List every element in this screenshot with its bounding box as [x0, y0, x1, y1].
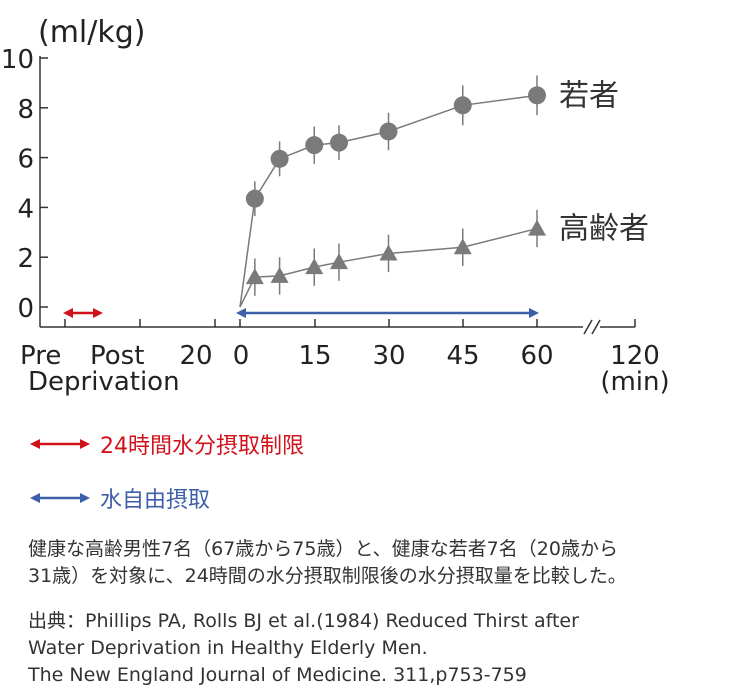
legend-free-label: 水自由摂取: [100, 488, 211, 513]
caption-line-1: 健康な高齢男性7名（67歳から75歳）と、健康な若者7名（20歳から: [28, 538, 618, 560]
x-tick-label: Pre: [20, 341, 61, 371]
data-point-young: [379, 122, 398, 141]
legend-free: 水自由摂取: [30, 482, 210, 514]
y-axis-label: (ml/kg): [38, 15, 146, 50]
x-tick-label: 0: [233, 341, 250, 371]
y-tick-label: 8: [17, 95, 34, 125]
axis-break-mark: [591, 319, 601, 335]
axis-break-mark: [583, 319, 593, 335]
x-tick-label: 60: [520, 341, 553, 371]
data-point-elderly: [330, 253, 348, 270]
x-group-label: Deprivation: [28, 367, 180, 397]
y-tick-label: 0: [17, 294, 34, 324]
data-point-young: [270, 149, 289, 168]
intake-chart: (ml/kg) 0 2 4 6 8 10 Pre Post 20 0 15 30 45 60 120 Depr…: [1, 15, 670, 397]
data-point-young: [305, 136, 324, 155]
blue-double-arrow-icon: [30, 493, 90, 503]
restriction-arrow-head-right: [93, 308, 103, 318]
series-label-elderly: 高齢者: [559, 212, 649, 247]
data-point-elderly: [379, 244, 398, 261]
data-point-elderly: [305, 258, 324, 275]
caption-line-2: 31歳）を対象に、24時間の水分摂取制限後の水分摂取量を比較した。: [28, 565, 627, 587]
x-tick-label: 15: [298, 341, 331, 371]
data-point-young: [245, 189, 264, 208]
x-tick-label: 30: [372, 341, 405, 371]
free-intake-arrow-head-right: [529, 308, 539, 318]
data-point-elderly: [245, 268, 264, 285]
data-point-elderly: [270, 266, 289, 283]
data-point-young: [528, 86, 546, 105]
x-tick-label: Post: [90, 341, 144, 371]
y-tick-label: 6: [17, 145, 34, 175]
data-point-elderly: [528, 219, 546, 236]
x-tick-label: 20: [179, 341, 212, 371]
axes: 0 2 4 6 8 10 Pre Post 20 0 15 30 45 60 120 Deprivation (…: [1, 45, 670, 397]
x-unit-label: (min): [600, 367, 669, 397]
data-point-young: [330, 133, 348, 152]
x-tick-label: 120: [610, 341, 660, 371]
caption: 健康な高齢男性7名（67歳から75歳）と、健康な若者7名（20歳から 31歳）を…: [28, 536, 748, 590]
x-tick-label: 45: [446, 341, 479, 371]
legend-restriction: 24時間水分摂取制限: [30, 428, 304, 460]
legend-restriction-label: 24時間水分摂取制限: [100, 434, 304, 459]
series-label-young: 若者: [559, 78, 619, 113]
data-point-elderly: [453, 238, 472, 255]
y-tick-label: 4: [17, 194, 34, 224]
source-citation: 出典：Phillips PA, Rolls BJ et al.(1984) Re…: [28, 608, 748, 689]
source-line-3: The New England Journal of Medicine. 311…: [28, 664, 527, 686]
y-tick-label: 10: [1, 45, 34, 75]
free-intake-arrow-head-left: [236, 308, 246, 318]
y-tick-label: 2: [17, 244, 34, 274]
source-line-1: 出典：Phillips PA, Rolls BJ et al.(1984) Re…: [28, 610, 579, 632]
arrows: [63, 308, 539, 318]
restriction-arrow-head-left: [63, 308, 73, 318]
data-point-young: [453, 96, 472, 115]
source-line-2: Water Deprivation in Healthy Elderly Men…: [28, 637, 428, 659]
red-double-arrow-icon: [30, 439, 90, 449]
